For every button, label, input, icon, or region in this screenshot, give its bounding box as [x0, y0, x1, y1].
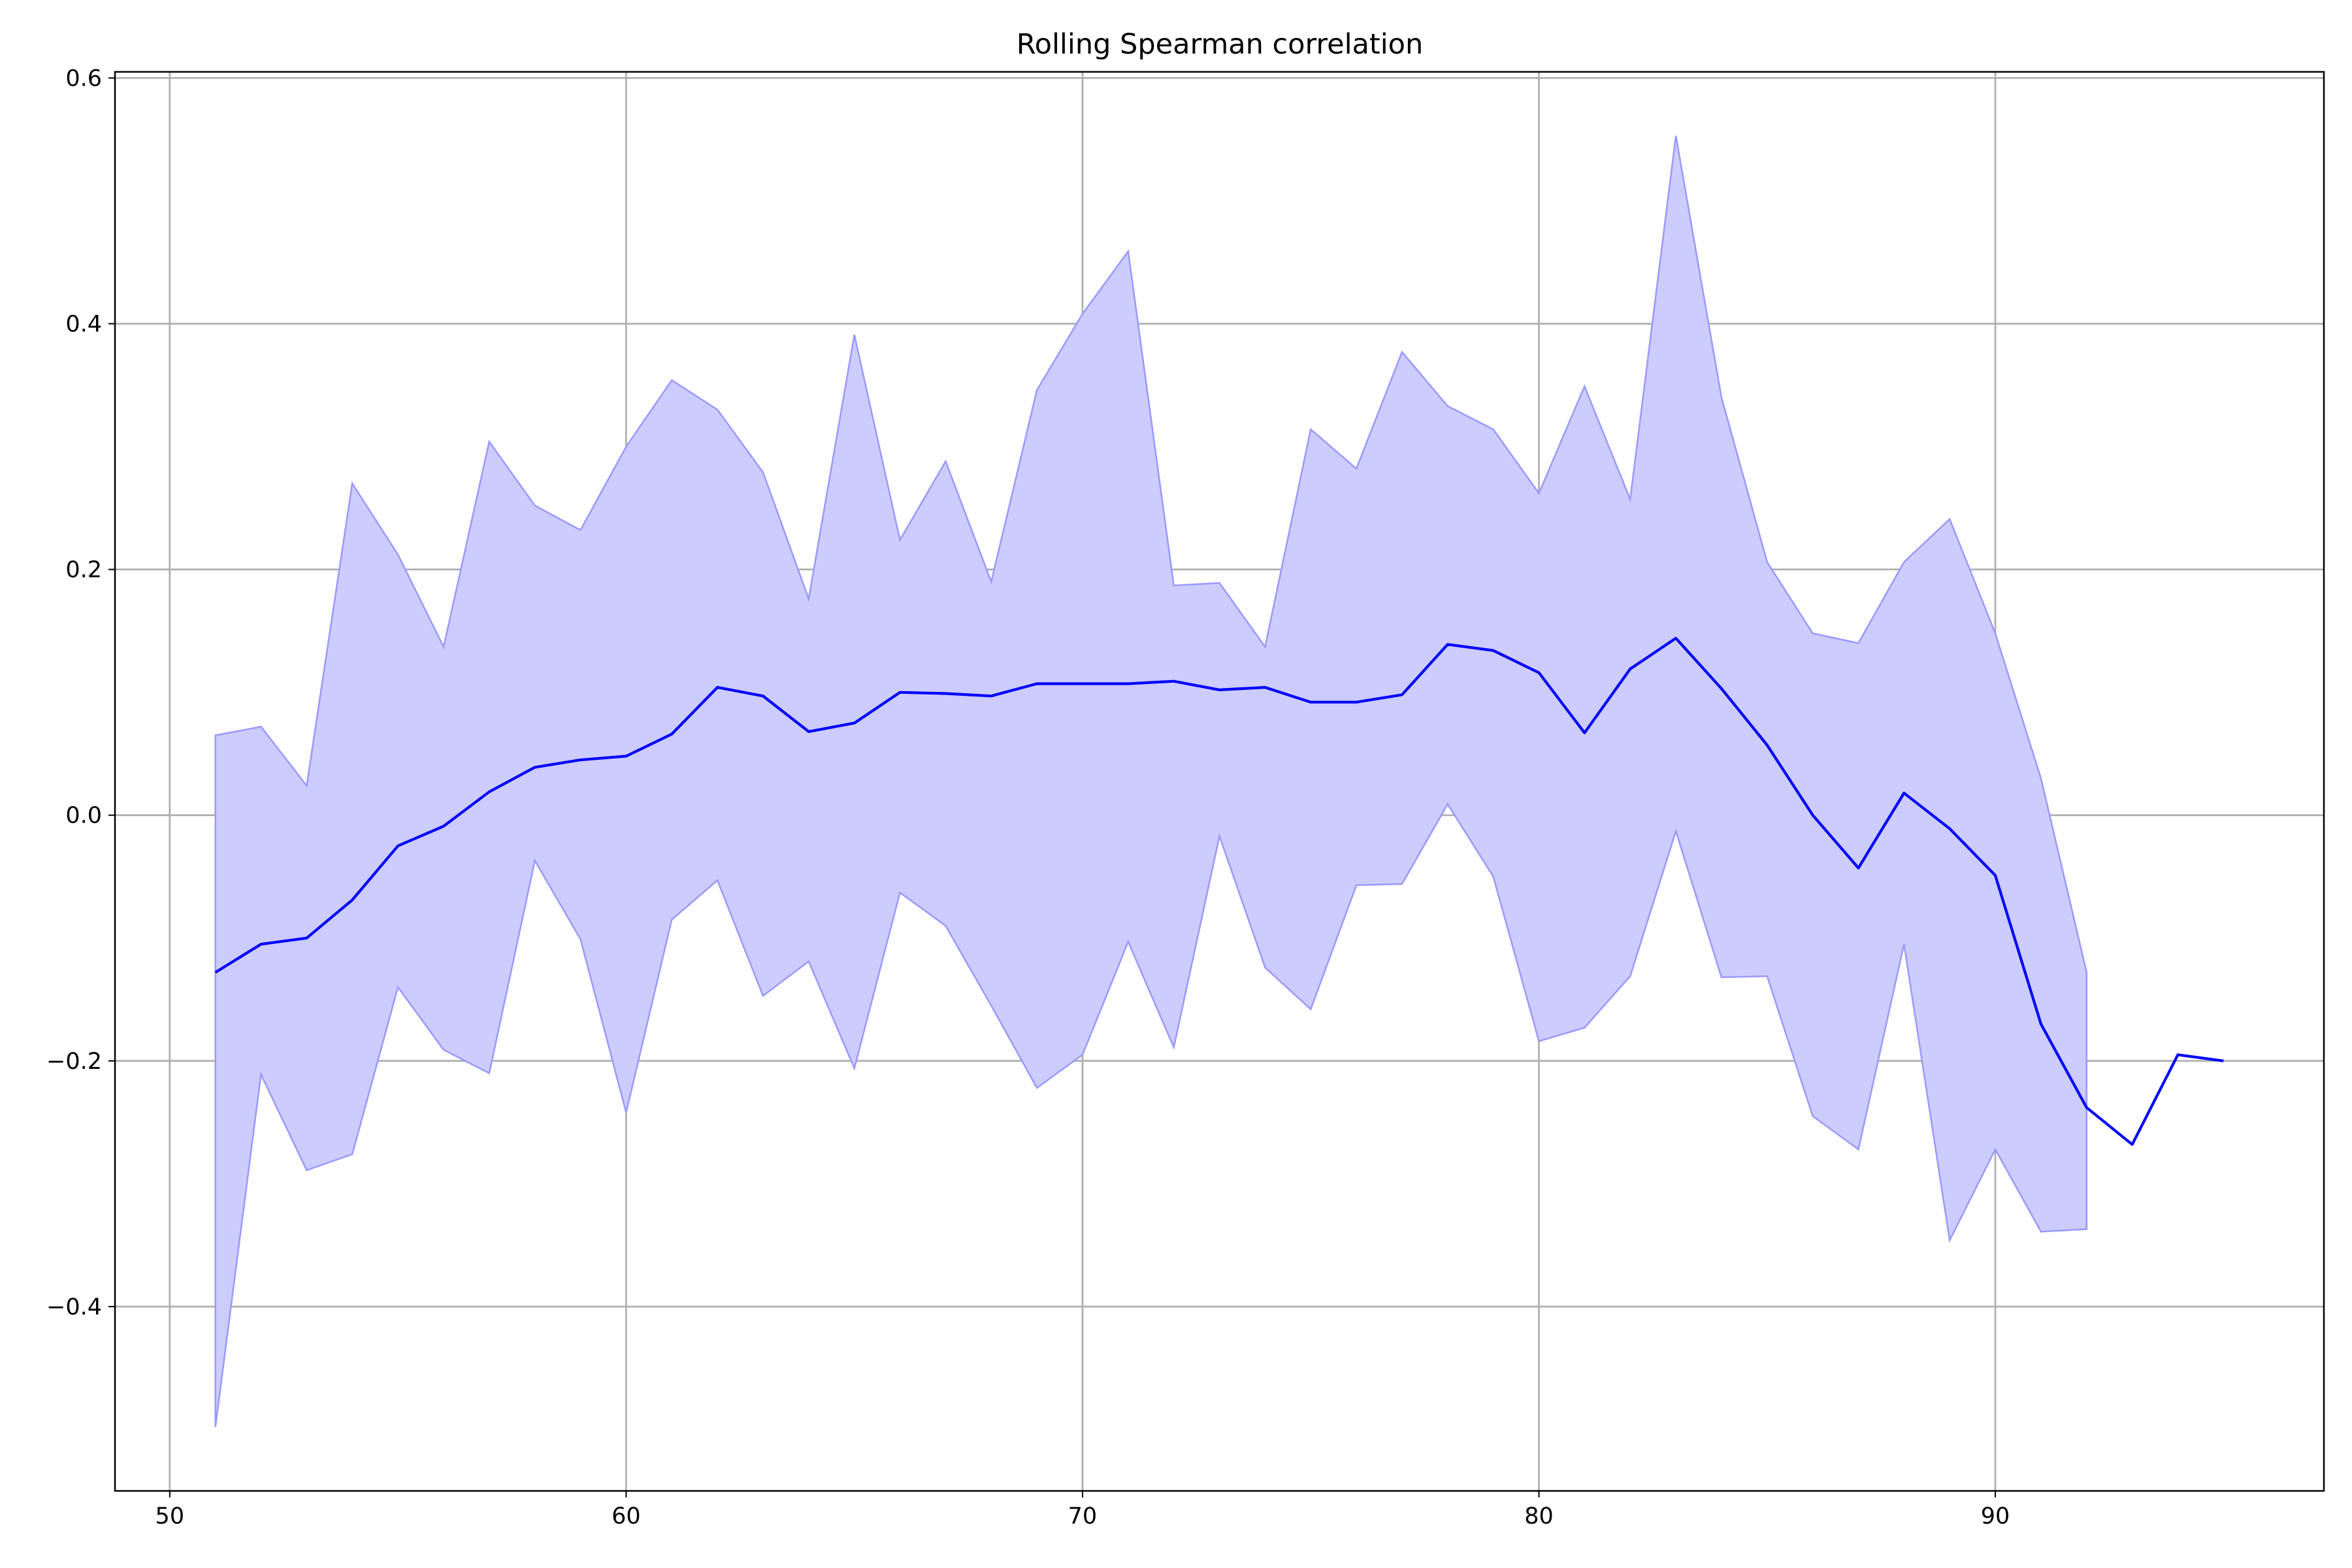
correlation-line	[214, 636, 2224, 1146]
y-tick-label: 0.0	[65, 803, 102, 829]
plot-frame	[114, 71, 2325, 1492]
confidence-band-layer	[214, 135, 2088, 1428]
y-tick-label: 0.4	[65, 312, 102, 338]
y-tick-label: −0.2	[46, 1049, 102, 1075]
y-tick-label: −0.4	[46, 1294, 102, 1320]
x-tick-label: 70	[1068, 1503, 1098, 1529]
confidence-band	[214, 135, 2088, 1428]
axis-ticks: 50 60 70 80 90 −0.4 −0.2 0.0 0.2 0.4 0.6	[46, 65, 2010, 1529]
y-tick-label: 0.6	[65, 65, 102, 91]
series-line-layer	[214, 636, 2224, 1146]
x-tick-label: 90	[1981, 1503, 2010, 1529]
y-tick-label: 0.2	[65, 557, 102, 583]
x-tick-label: 50	[155, 1503, 185, 1529]
chart-title: Rolling Spearman correlation	[1017, 28, 1424, 61]
x-tick-label: 60	[612, 1503, 641, 1529]
x-tick-label: 80	[1524, 1503, 1554, 1529]
